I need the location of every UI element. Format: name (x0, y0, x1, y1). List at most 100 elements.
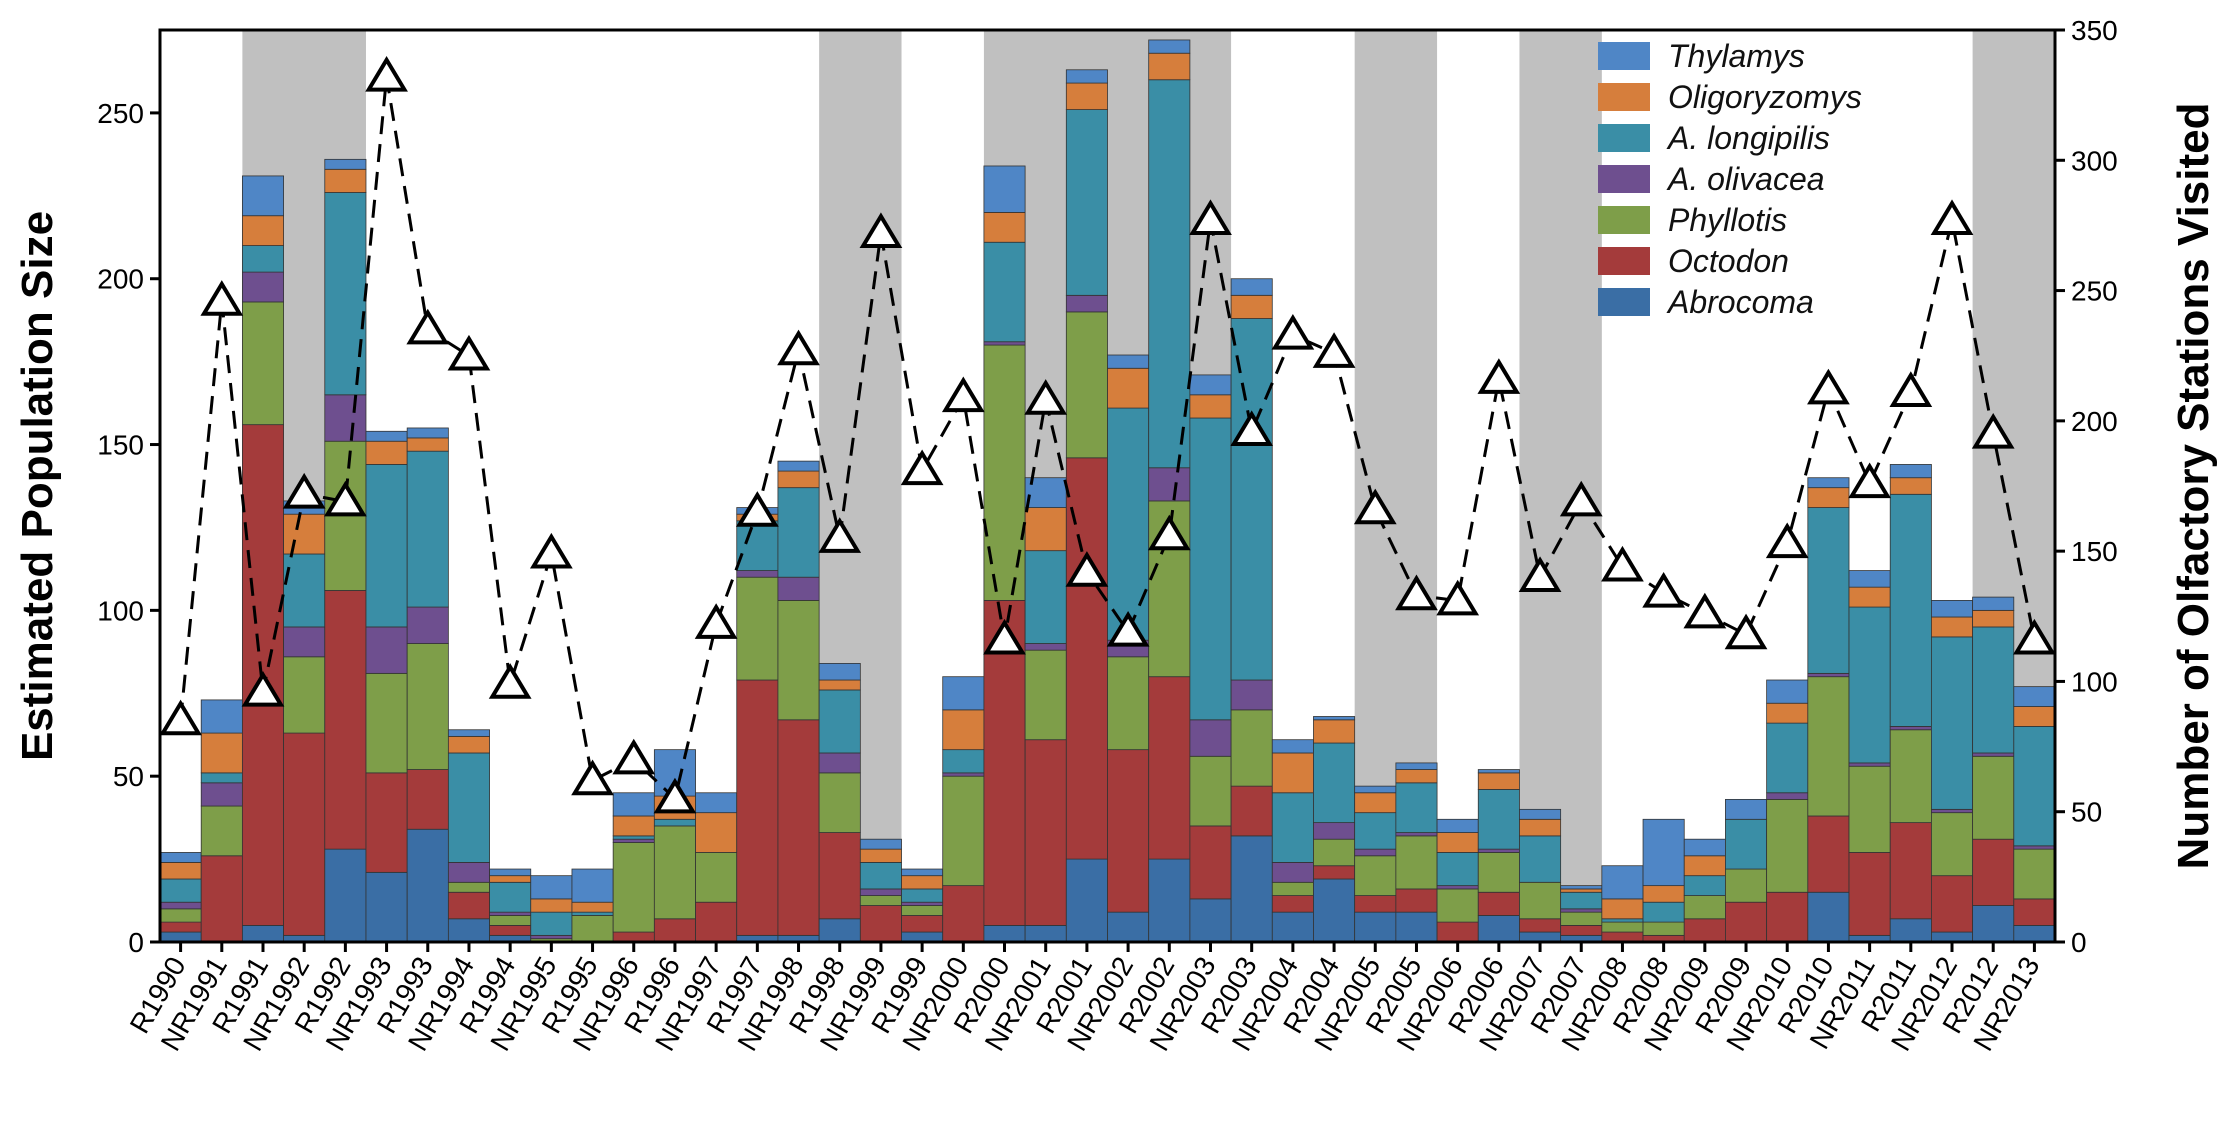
bar-segment (1683, 855, 1726, 877)
bar-segment (901, 888, 944, 903)
bar-segment (942, 749, 985, 774)
bar-segment (365, 430, 408, 442)
bar-segment (406, 437, 449, 452)
bar-segment (406, 606, 449, 644)
bar-segment (1065, 69, 1108, 84)
bar-segment (859, 905, 902, 943)
bar-segment (777, 470, 820, 489)
line-marker (1024, 379, 1068, 415)
bar-segment (1271, 752, 1314, 794)
bar-segment (901, 875, 944, 890)
bar-segment (1972, 838, 2015, 906)
line-marker (1807, 368, 1850, 405)
bar-segment (2013, 706, 2056, 727)
line-marker (818, 517, 862, 553)
bar-segment (1972, 626, 2015, 754)
bar-segment (1354, 855, 1397, 896)
line-marker (241, 670, 285, 707)
bar-segment (1436, 885, 1479, 890)
y-axis-right-label: Number of Olfactory Stations Visited (2169, 103, 2218, 870)
bar-segment (1683, 895, 1726, 920)
bar-segment (1477, 769, 1520, 774)
bar-segment (1065, 457, 1108, 860)
bar-segment (1271, 739, 1314, 754)
bar-segment (1189, 394, 1232, 419)
bar-segment (1189, 898, 1232, 943)
bar-segment (447, 862, 490, 883)
line-marker (282, 472, 326, 509)
left-tick-label: 100 (97, 595, 144, 626)
bar-segment (1889, 477, 1932, 495)
bar-segment (983, 341, 1026, 346)
bar-segment (818, 689, 861, 754)
right-tick-label: 300 (2071, 145, 2118, 176)
bar-segment (1024, 925, 1067, 943)
shaded-period (1519, 30, 1602, 942)
bar-segment (695, 901, 738, 943)
bar-segment (1107, 407, 1150, 641)
bar-segment (1313, 822, 1356, 840)
line-marker (1271, 313, 1315, 350)
bar-segment (1024, 649, 1067, 741)
bar-segment (1354, 792, 1397, 814)
line-marker (735, 491, 779, 527)
bar-segment (159, 901, 202, 910)
bar-segment (324, 192, 367, 396)
bar-segment (1313, 719, 1356, 744)
bar-segment (1395, 888, 1438, 913)
bar-segment (365, 672, 408, 774)
bar-segment (241, 215, 284, 246)
line-marker (1848, 462, 1892, 499)
bar-segment (1189, 417, 1232, 721)
bar-segment (1931, 812, 1974, 877)
bar-segment (1024, 550, 1067, 644)
bar-segment (1107, 749, 1150, 913)
bar-segment (736, 576, 779, 681)
bar-segment (1848, 606, 1891, 764)
bar-segment (1395, 782, 1438, 833)
right-tick-label: 100 (2071, 666, 2118, 697)
bar-segment (2013, 898, 2056, 926)
bar-segment (1436, 921, 1479, 943)
bar-segment (406, 427, 449, 439)
bar-segment (1230, 278, 1273, 296)
line-marker (1395, 574, 1438, 611)
legend-label: Phyllotis (1668, 202, 1787, 238)
bar-segment (1065, 858, 1108, 943)
bar-segment (1519, 835, 1562, 883)
bar-segment (1848, 762, 1891, 767)
bar-segment (1972, 596, 2015, 611)
bar-segment (1931, 875, 1974, 933)
bar-segment (489, 868, 532, 877)
bar-segment (571, 901, 614, 913)
line-marker (1518, 556, 1562, 592)
bar-segment (777, 576, 820, 601)
bar-segment (1313, 838, 1356, 867)
bar-segment (447, 752, 490, 863)
bar-segment (612, 842, 655, 933)
bar-segment (406, 828, 449, 943)
bar-segment (736, 570, 779, 578)
right-tick-label: 0 (2071, 927, 2087, 958)
bar-segment (530, 898, 573, 913)
bar-segment (1271, 881, 1314, 896)
right-tick-label: 250 (2071, 276, 2118, 307)
bar-segment (1395, 835, 1438, 890)
bar-segment (1313, 716, 1356, 721)
bar-segment (1766, 722, 1809, 794)
bar-segment (241, 301, 284, 426)
bar-segment (1807, 672, 1850, 678)
x-axis: R1990NR1991R1991NR1992R1992NR1993R1993NR… (124, 942, 2046, 1056)
bar-segment (1477, 891, 1520, 916)
bar-segment (241, 245, 284, 273)
line-marker (571, 759, 614, 796)
bar-segment (2013, 848, 2056, 900)
bar-segment (818, 752, 861, 774)
bar-segment (983, 211, 1026, 243)
left-tick-label: 50 (113, 761, 144, 792)
legend-swatch (1598, 206, 1650, 234)
bar-segment (1725, 868, 1768, 903)
line-marker (365, 56, 408, 92)
bar-segment (1889, 464, 1932, 479)
